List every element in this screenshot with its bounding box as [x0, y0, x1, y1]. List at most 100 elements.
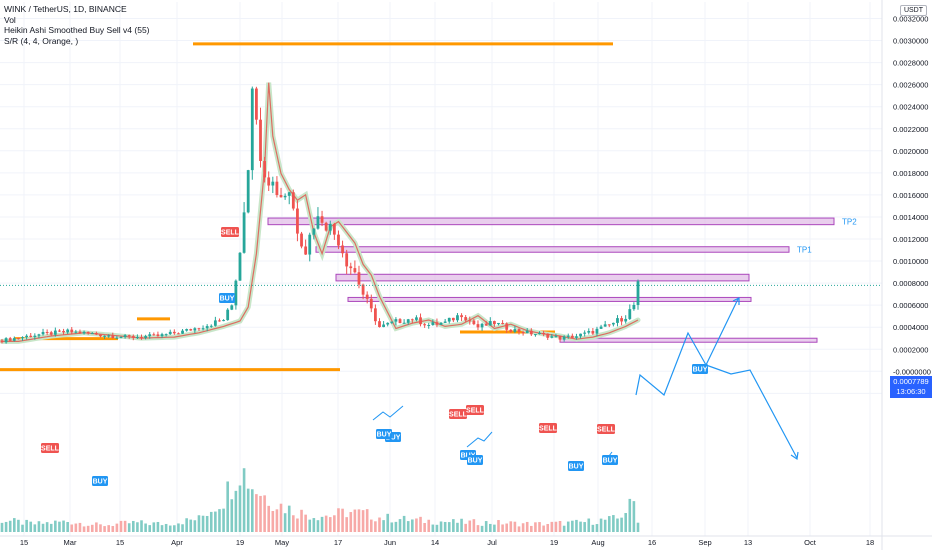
candle-body	[123, 335, 127, 338]
candle-body	[337, 234, 340, 246]
volume-bar	[628, 498, 632, 532]
volume-bar	[148, 525, 152, 532]
candle-body	[312, 228, 316, 235]
volume-bar	[156, 521, 160, 532]
volume-bar	[140, 520, 143, 532]
x-tick-label: 15	[116, 538, 124, 547]
candle-body	[33, 335, 37, 338]
volume-bar	[415, 518, 418, 532]
volume-bar	[25, 519, 28, 532]
x-tick-label: Jun	[384, 538, 396, 547]
volume-bar	[8, 520, 12, 532]
candle-body	[205, 326, 209, 329]
candle-body	[349, 266, 353, 269]
last-price-label: 0.0007789 13:06:30	[890, 376, 932, 398]
volume-bar	[337, 508, 340, 532]
candle-body	[472, 320, 476, 325]
candle-body	[353, 268, 357, 273]
signal-text: SELL	[449, 412, 468, 419]
volume-label[interactable]: Vol	[4, 14, 16, 25]
volume-bar	[86, 525, 90, 532]
candle-body	[86, 331, 90, 334]
target-zone-box	[315, 246, 790, 253]
candle-body	[66, 329, 70, 333]
volume-bar	[111, 525, 115, 532]
signal-labels: SELLBUYSELLBUYBUYSELLSELLBUYBUYSELLBUYSE…	[41, 227, 708, 486]
candle-body	[497, 322, 500, 325]
volume-bar	[296, 518, 299, 532]
candle-body	[58, 330, 61, 332]
x-tick-label: Aug	[591, 538, 604, 547]
volume-bar	[201, 515, 205, 532]
signal-text: BUY	[603, 458, 618, 465]
zone-label: TP2	[842, 217, 857, 226]
x-tick-label: 15	[20, 538, 28, 547]
candle-body	[583, 332, 587, 334]
signal-box	[92, 476, 108, 486]
candle-body	[468, 320, 472, 322]
volume-bar	[607, 516, 611, 532]
candle-body	[62, 330, 65, 333]
candle-body	[550, 336, 554, 338]
volume-bar	[443, 521, 447, 532]
volume-bar	[173, 525, 176, 532]
buy-signal: BUY	[92, 476, 108, 486]
projection-arrowhead	[790, 451, 799, 461]
signal-box	[449, 409, 467, 419]
candle-body	[328, 223, 332, 231]
grid-lines	[0, 2, 882, 536]
buy-signal: BUY	[602, 455, 618, 465]
volume-bar	[320, 516, 324, 532]
candle-body	[115, 337, 119, 339]
candle-body	[595, 328, 599, 334]
candle-body	[365, 294, 369, 299]
volume-bar	[620, 517, 623, 532]
volume-bar	[33, 524, 37, 532]
symbol-title[interactable]: WINK / TetherUS, 1D, BINANCE	[4, 4, 127, 14]
volume-bar	[222, 508, 225, 532]
volume-bar	[324, 515, 328, 532]
candle-body	[29, 335, 33, 338]
candle-body	[213, 320, 217, 326]
candle-body	[53, 330, 57, 335]
volume-bar	[62, 520, 65, 532]
candle-body	[238, 252, 242, 281]
candle-body	[451, 317, 455, 321]
indicator-heikin-ashi[interactable]: Heikin Ashi Smoothed Buy Sell v4 (55)	[4, 25, 150, 35]
volume-bar	[328, 517, 332, 532]
candle-body	[345, 253, 349, 267]
volume-bar	[263, 495, 266, 532]
volume-bar	[49, 523, 53, 532]
candle-body	[509, 329, 513, 332]
volume-bar	[431, 524, 435, 532]
candle-body	[271, 181, 275, 186]
x-tick-label: 17	[334, 538, 342, 547]
volume-bar	[501, 524, 504, 532]
volume-bar	[575, 519, 578, 532]
last-price-value: 0.0007789	[893, 377, 929, 386]
candle-body	[607, 324, 611, 326]
volume-bar	[238, 485, 242, 532]
volume-bar	[530, 525, 533, 532]
x-tick-label: 16	[648, 538, 656, 547]
candle-body	[37, 334, 41, 336]
chart-legend: WINK / TetherUS, 1D, BINANCE Vol Heikin …	[4, 4, 150, 46]
y-tick-label: 0.0032000	[893, 15, 928, 24]
candle-body	[423, 324, 427, 326]
volume-bar	[378, 517, 381, 532]
candle-body	[439, 322, 443, 325]
volume-bar	[4, 521, 8, 532]
volume-bar	[95, 522, 98, 532]
currency-badge[interactable]: USDT	[899, 5, 927, 16]
sell-signal: SELL	[221, 227, 240, 237]
volume-bar	[160, 525, 164, 532]
volume-bar	[349, 512, 353, 532]
candle-body	[591, 331, 595, 334]
volume-bar	[205, 515, 209, 532]
x-tick-label: Sep	[698, 538, 711, 547]
indicator-sr[interactable]: S/R (4, 4, Orange, )	[4, 35, 79, 46]
volume-bar	[447, 522, 451, 532]
volume-bar	[571, 520, 574, 532]
candle-body	[17, 338, 20, 340]
